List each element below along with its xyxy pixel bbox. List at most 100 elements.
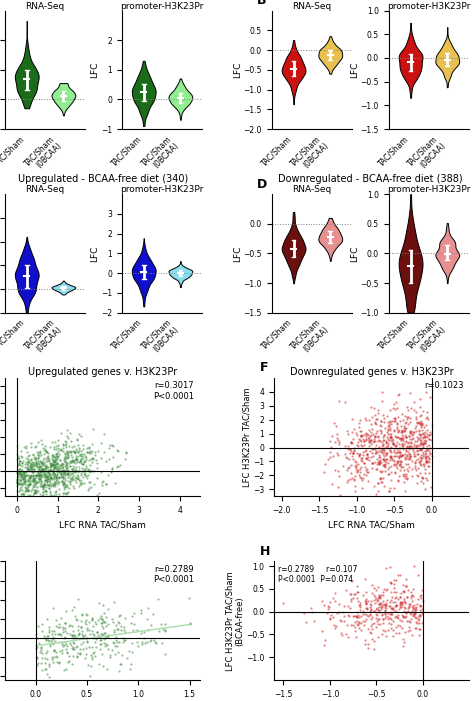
Point	[17, 488, 25, 499]
Point	[43, 446, 51, 457]
Point	[55, 628, 63, 639]
Point	[102, 639, 110, 650]
Point	[325, 604, 332, 615]
Point	[394, 457, 401, 468]
Point	[393, 444, 401, 455]
Point	[345, 453, 353, 464]
Point	[421, 448, 428, 459]
Point	[397, 456, 405, 467]
Point	[368, 604, 375, 615]
Point	[91, 449, 99, 461]
Point	[382, 630, 390, 641]
Point	[45, 453, 53, 464]
Point	[138, 638, 146, 649]
Point	[401, 627, 409, 638]
Point	[380, 429, 388, 440]
Point	[356, 449, 363, 460]
Point	[355, 436, 362, 447]
Point	[59, 472, 67, 483]
Point	[45, 475, 53, 486]
Point	[348, 437, 356, 449]
Point	[155, 625, 163, 637]
Point	[115, 665, 123, 676]
Point	[70, 456, 77, 467]
Point	[404, 472, 411, 484]
Point	[340, 600, 347, 611]
Point	[397, 415, 404, 426]
Point	[21, 470, 28, 481]
Point	[38, 625, 46, 637]
Point	[389, 602, 396, 613]
Point	[109, 617, 117, 628]
Point	[52, 471, 60, 482]
Point	[60, 488, 67, 499]
Point	[68, 463, 76, 475]
Point	[115, 646, 122, 658]
Point	[406, 622, 413, 633]
Point	[65, 651, 73, 662]
Point	[82, 632, 90, 643]
Point	[357, 625, 365, 636]
Point	[390, 587, 398, 598]
Point	[75, 444, 83, 456]
Point	[77, 454, 85, 465]
Point	[42, 445, 49, 456]
Point	[392, 601, 400, 612]
Point	[29, 473, 37, 484]
Point	[101, 632, 109, 644]
Point	[70, 462, 77, 473]
Point	[417, 593, 425, 604]
Point	[393, 611, 401, 622]
Point	[40, 452, 48, 463]
Point	[387, 474, 395, 485]
Point	[162, 625, 169, 637]
Point	[18, 458, 26, 469]
Point	[411, 456, 419, 468]
Point	[399, 611, 407, 622]
Point	[23, 469, 30, 480]
Point	[48, 472, 55, 483]
Point	[371, 410, 379, 421]
Point	[72, 476, 80, 487]
Point	[368, 463, 375, 474]
Point	[411, 608, 419, 619]
Point	[16, 485, 23, 496]
Point	[394, 569, 402, 580]
Point	[379, 448, 387, 459]
Title: RNA-Seq: RNA-Seq	[26, 185, 65, 194]
Point	[390, 426, 397, 437]
Point	[346, 462, 353, 473]
Point	[63, 463, 70, 474]
Point	[384, 440, 392, 451]
Point	[406, 601, 413, 613]
Point	[121, 626, 129, 637]
Point	[61, 455, 69, 466]
Point	[44, 470, 51, 482]
Point	[33, 642, 41, 653]
Point	[43, 486, 50, 497]
Point	[365, 452, 372, 463]
Point	[93, 457, 101, 468]
Point	[62, 644, 70, 655]
Point	[378, 610, 386, 621]
Point	[51, 652, 58, 663]
Point	[37, 456, 45, 468]
Point	[47, 460, 55, 471]
Point	[26, 471, 33, 482]
Point	[417, 417, 424, 428]
Point	[29, 470, 36, 482]
Point	[398, 597, 406, 608]
Point	[33, 461, 40, 472]
Point	[56, 622, 64, 633]
Point	[416, 618, 423, 629]
Point	[404, 465, 412, 477]
Point	[23, 494, 30, 505]
Point	[81, 449, 88, 460]
Point	[44, 464, 52, 475]
Point	[419, 428, 426, 440]
Point	[355, 599, 363, 611]
Point	[49, 455, 56, 466]
Point	[418, 452, 426, 463]
Point	[61, 447, 68, 458]
Point	[27, 490, 34, 501]
